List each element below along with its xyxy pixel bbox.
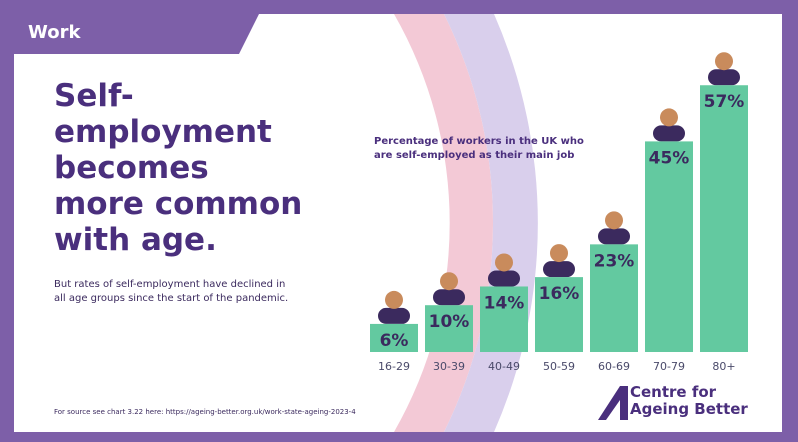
source: For source see chart 3.22 here: https://… [54,408,356,416]
value-label: 6% [380,331,409,351]
value-label: 16% [539,284,580,304]
x-tick-label: 16-29 [378,360,410,373]
x-tick-label: 60-69 [598,360,630,373]
logo-mark [598,386,628,420]
bar [590,244,638,352]
chart: Percentage of workers in the UK who are s… [370,14,748,432]
x-tick-label: 30-39 [433,360,465,373]
person-head [495,253,513,272]
person-body [488,270,520,287]
person-head [440,272,458,291]
value-label: 23% [594,251,635,271]
value-label: 14% [484,293,525,313]
x-tick-label: 70-79 [653,360,685,373]
person-body [653,125,685,142]
bar [645,141,693,352]
tab-label: Work [28,22,81,43]
person-head [715,52,733,71]
person-body [708,69,740,86]
person-head [660,108,678,127]
x-tick-label: 80+ [712,360,735,373]
person-body [378,307,410,324]
bar [480,286,528,352]
tab-shape [14,14,259,54]
bar [370,323,418,352]
logo-text: Centre for Ageing Better [630,383,748,418]
x-tick-label: 40-49 [488,360,520,373]
value-label: 10% [429,312,470,332]
person-body [598,228,630,245]
bar [425,305,473,352]
person-head [550,244,568,263]
chart-title: Percentage of workers in the UK who are s… [374,136,584,161]
value-label: 57% [704,92,745,112]
person-head [605,211,623,230]
x-tick-label: 50-59 [543,360,575,373]
person-body [433,289,465,306]
bar [700,85,748,353]
panel: Percentage of workers in the UK who are s… [14,14,782,432]
value-label: 45% [649,148,690,168]
person-head [385,290,403,309]
person-body [543,261,575,278]
subtitle: But rates of self-employment have declin… [54,279,289,304]
bar [535,277,583,352]
headline: Self-employment becomes more common with… [54,78,303,258]
